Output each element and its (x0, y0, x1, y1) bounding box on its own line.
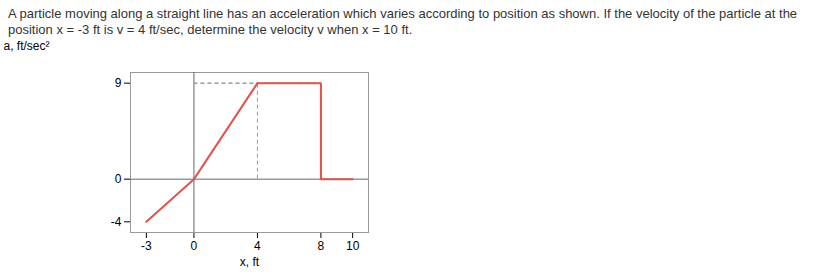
svg-text:9: 9 (115, 76, 122, 90)
svg-text:a, ft/sec²: a, ft/sec² (4, 39, 50, 53)
svg-text:-4: -4 (111, 215, 122, 229)
svg-text:8: 8 (318, 239, 325, 253)
svg-text:x, ft: x, ft (240, 255, 260, 269)
svg-text:10: 10 (346, 239, 360, 253)
svg-text:4: 4 (254, 239, 261, 253)
html-text:A particle moving along a stra: A particle moving along a straight line … (8, 6, 798, 37)
svg-text:-3: -3 (141, 239, 152, 253)
svg-text:0: 0 (115, 172, 122, 186)
svg-text:0: 0 (191, 239, 198, 253)
